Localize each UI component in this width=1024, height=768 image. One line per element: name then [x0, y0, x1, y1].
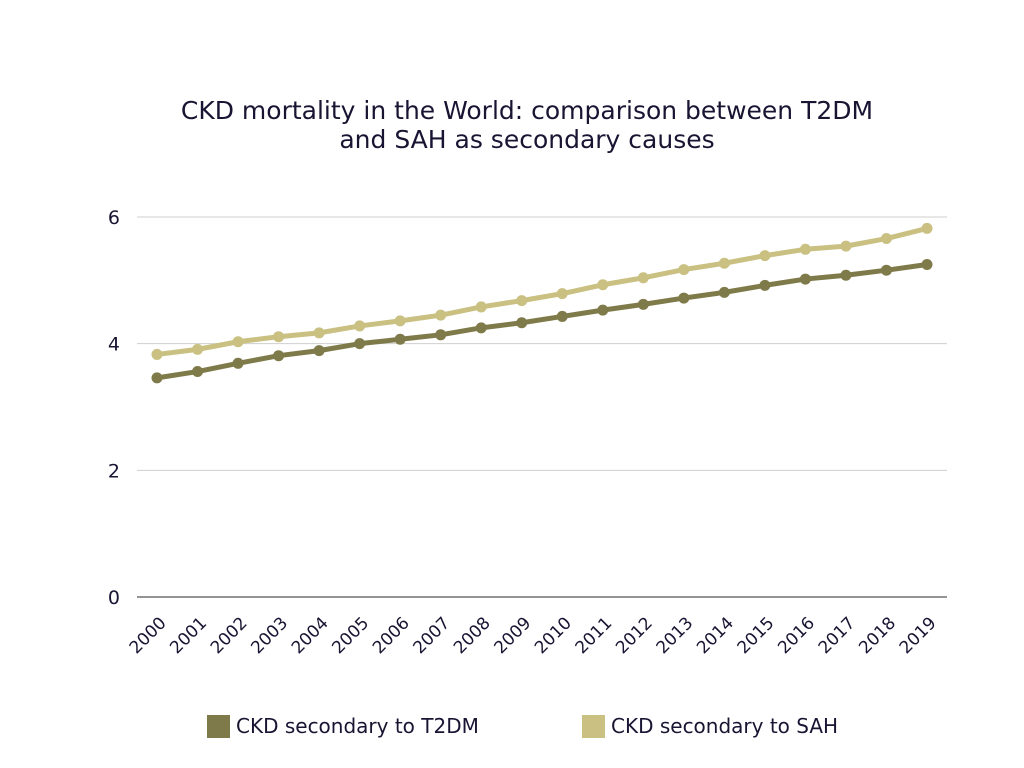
- series-sah: [151, 222, 933, 360]
- data-point-t2dm[interactable]: [151, 372, 163, 384]
- data-point-t2dm[interactable]: [678, 292, 690, 304]
- data-point-sah[interactable]: [394, 315, 406, 327]
- x-tick-label: 2018: [855, 613, 900, 658]
- data-point-sah[interactable]: [840, 240, 852, 252]
- data-point-t2dm[interactable]: [192, 366, 204, 378]
- data-point-sah[interactable]: [232, 336, 244, 348]
- x-tick-label: 2013: [653, 613, 698, 658]
- x-tick-label: 2001: [166, 613, 211, 658]
- data-point-t2dm[interactable]: [759, 279, 771, 291]
- x-tick-label: 2002: [207, 613, 252, 658]
- data-point-sah[interactable]: [678, 264, 690, 276]
- x-tick-label: 2007: [409, 613, 454, 658]
- chart-title-line-1: CKD mortality in the World: comparison b…: [180, 96, 874, 125]
- data-point-t2dm[interactable]: [475, 322, 487, 334]
- gridlines: [137, 216, 947, 598]
- data-point-t2dm[interactable]: [880, 264, 892, 276]
- x-tick-label: 2015: [734, 613, 779, 658]
- data-point-sah[interactable]: [637, 272, 649, 284]
- legend-item-t2dm[interactable]: CKD secondary to T2DM: [207, 714, 479, 738]
- x-tick-label: 2005: [328, 613, 373, 658]
- data-point-t2dm[interactable]: [313, 345, 325, 357]
- data-point-sah[interactable]: [718, 257, 730, 269]
- x-tick-label: 2011: [572, 613, 617, 658]
- x-tick-label: 2009: [491, 613, 536, 658]
- data-point-sah[interactable]: [273, 331, 285, 343]
- data-point-sah[interactable]: [880, 233, 892, 245]
- x-tick-label: 2014: [693, 613, 738, 658]
- x-tick-label: 2017: [815, 613, 860, 658]
- data-point-sah[interactable]: [435, 309, 447, 321]
- data-point-t2dm[interactable]: [556, 310, 568, 322]
- data-point-t2dm[interactable]: [273, 350, 285, 362]
- y-tick-label: 4: [108, 334, 120, 356]
- y-tick-label: 0: [108, 587, 120, 609]
- x-axis-tick-labels: 2000200120022003200420052006200720082009…: [126, 613, 941, 658]
- x-tick-label: 2010: [531, 613, 576, 658]
- data-point-sah[interactable]: [799, 243, 811, 255]
- x-tick-label: 2012: [612, 613, 657, 658]
- data-point-t2dm[interactable]: [394, 333, 406, 345]
- series-line-t2dm: [154, 262, 930, 381]
- data-point-t2dm[interactable]: [597, 304, 609, 316]
- data-point-t2dm[interactable]: [354, 338, 366, 350]
- data-point-sah[interactable]: [354, 320, 366, 332]
- data-point-t2dm[interactable]: [799, 273, 811, 285]
- y-tick-label: 6: [108, 207, 120, 229]
- data-point-sah[interactable]: [556, 288, 568, 300]
- data-point-t2dm[interactable]: [232, 357, 244, 369]
- data-point-sah[interactable]: [151, 348, 163, 360]
- y-tick-label: 2: [108, 460, 120, 482]
- legend-swatch-t2dm: [207, 714, 230, 738]
- data-point-sah[interactable]: [475, 301, 487, 313]
- series-t2dm: [151, 259, 933, 384]
- legend-item-sah[interactable]: CKD secondary to SAH: [582, 714, 838, 738]
- data-point-sah[interactable]: [597, 279, 609, 291]
- x-tick-label: 2016: [774, 613, 819, 658]
- x-tick-label: 2008: [450, 613, 495, 658]
- x-tick-label: 2006: [369, 613, 414, 658]
- series-line-sah: [154, 225, 930, 357]
- y-axis-tick-labels: 0 2 4 6: [108, 207, 120, 609]
- data-point-t2dm[interactable]: [637, 298, 649, 310]
- legend-swatch-sah: [582, 714, 605, 738]
- legend-label-sah: CKD secondary to SAH: [611, 714, 839, 738]
- data-point-t2dm[interactable]: [718, 286, 730, 298]
- x-tick-label: 2004: [288, 613, 333, 658]
- data-point-t2dm[interactable]: [840, 269, 852, 281]
- x-tick-label: 2019: [896, 613, 941, 658]
- data-point-t2dm[interactable]: [435, 329, 447, 341]
- chart-title: CKD mortality in the World: comparison b…: [112, 96, 942, 154]
- data-point-sah[interactable]: [192, 343, 204, 355]
- data-point-t2dm[interactable]: [516, 317, 528, 329]
- x-tick-label: 2003: [247, 613, 292, 658]
- legend: CKD secondary to T2DM CKD secondary to S…: [0, 714, 1024, 744]
- data-point-sah[interactable]: [921, 222, 933, 234]
- x-tick-label: 2000: [126, 613, 171, 658]
- legend-label-t2dm: CKD secondary to T2DM: [236, 714, 479, 738]
- data-point-sah[interactable]: [313, 327, 325, 339]
- series-lines: [151, 222, 933, 384]
- data-point-sah[interactable]: [759, 250, 771, 262]
- chart-title-line-2: and SAH as secondary causes: [339, 125, 715, 154]
- data-point-sah[interactable]: [516, 295, 528, 307]
- data-point-t2dm[interactable]: [921, 259, 933, 270]
